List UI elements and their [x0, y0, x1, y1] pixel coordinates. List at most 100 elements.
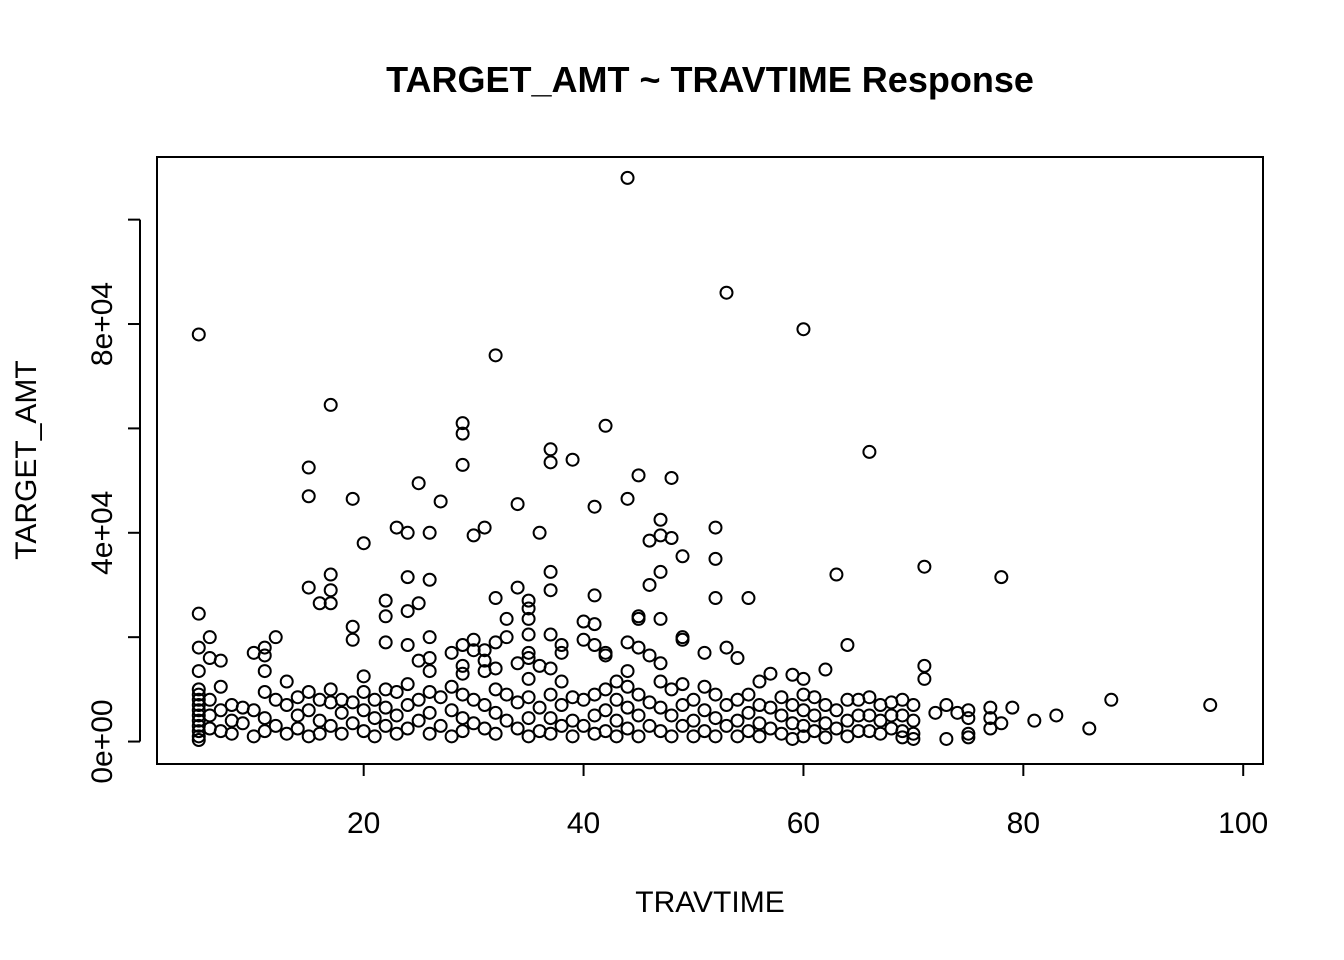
data-point [708, 729, 723, 744]
data-point [521, 690, 536, 705]
data-point [895, 708, 910, 723]
data-point [543, 661, 558, 676]
data-point [862, 708, 877, 723]
data-point [565, 729, 580, 744]
data-point [191, 713, 206, 728]
data-point [499, 611, 514, 626]
data-point [829, 567, 844, 582]
data-point [433, 718, 448, 733]
data-point [917, 559, 932, 574]
data-point [730, 729, 745, 744]
data-point [378, 593, 393, 608]
data-point [763, 666, 778, 681]
data-point [191, 698, 206, 713]
data-point [961, 730, 976, 745]
data-point [389, 708, 404, 723]
data-point [268, 692, 283, 707]
data-point [411, 713, 426, 728]
data-point [455, 658, 470, 673]
data-point [774, 690, 789, 705]
data-point [301, 703, 316, 718]
data-point [532, 700, 547, 715]
data-point [873, 713, 888, 728]
data-point [675, 549, 690, 564]
data-point [499, 630, 514, 645]
data-point [510, 497, 525, 512]
data-point [444, 645, 459, 660]
data-point [818, 716, 833, 731]
data-point [334, 705, 349, 720]
data-point [653, 611, 668, 626]
data-point [1049, 708, 1064, 723]
data-point [378, 635, 393, 650]
data-point [961, 711, 976, 726]
data-point [191, 729, 206, 744]
data-point [257, 711, 272, 726]
data-point [961, 726, 976, 741]
x-tick-label: 20 [347, 807, 380, 840]
data-point [851, 724, 866, 739]
data-point [334, 726, 349, 741]
y-tick-label: 0e+00 [86, 699, 119, 783]
data-point [433, 690, 448, 705]
data-point [664, 729, 679, 744]
data-point [477, 520, 492, 535]
data-point [576, 718, 591, 733]
data-point [455, 724, 470, 739]
data-point [708, 687, 723, 702]
data-point [642, 533, 657, 548]
data-point [279, 726, 294, 741]
data-point [1104, 692, 1119, 707]
data-point [455, 426, 470, 441]
data-point [477, 721, 492, 736]
data-point [499, 713, 514, 728]
data-point [345, 619, 360, 634]
data-point [862, 444, 877, 459]
data-point [631, 640, 646, 655]
data-point [708, 711, 723, 726]
data-point [268, 630, 283, 645]
data-point [708, 520, 723, 535]
data-point [422, 525, 437, 540]
data-point [664, 682, 679, 697]
data-point [202, 708, 217, 723]
y-axis: 0e+00 4e+04 8e+04 [86, 218, 141, 784]
data-point [939, 731, 954, 746]
data-point [301, 489, 316, 504]
data-point [873, 726, 888, 741]
data-point [345, 695, 360, 710]
data-point [367, 711, 382, 726]
data-point [708, 551, 723, 566]
data-point [983, 711, 998, 726]
data-point [213, 679, 228, 694]
data-point [840, 638, 855, 653]
data-point [246, 729, 261, 744]
data-point [620, 491, 635, 506]
data-point [422, 705, 437, 720]
data-point [697, 679, 712, 694]
data-point [785, 698, 800, 713]
data-point [609, 713, 624, 728]
data-point [906, 698, 921, 713]
data-point [576, 632, 591, 647]
data-point [653, 512, 668, 527]
data-point [906, 726, 921, 741]
data-point [257, 640, 272, 655]
data-point [884, 708, 899, 723]
data-point [664, 531, 679, 546]
data-point [466, 632, 481, 647]
data-point [455, 416, 470, 431]
data-point [543, 442, 558, 457]
data-point [279, 698, 294, 713]
data-point [246, 703, 261, 718]
data-point [587, 617, 602, 632]
data-point [488, 635, 503, 650]
data-point [422, 651, 437, 666]
data-point [521, 601, 536, 616]
data-point [554, 638, 569, 653]
data-point [653, 564, 668, 579]
data-point [609, 674, 624, 689]
data-point [477, 653, 492, 668]
data-point [257, 664, 272, 679]
data-point [279, 674, 294, 689]
